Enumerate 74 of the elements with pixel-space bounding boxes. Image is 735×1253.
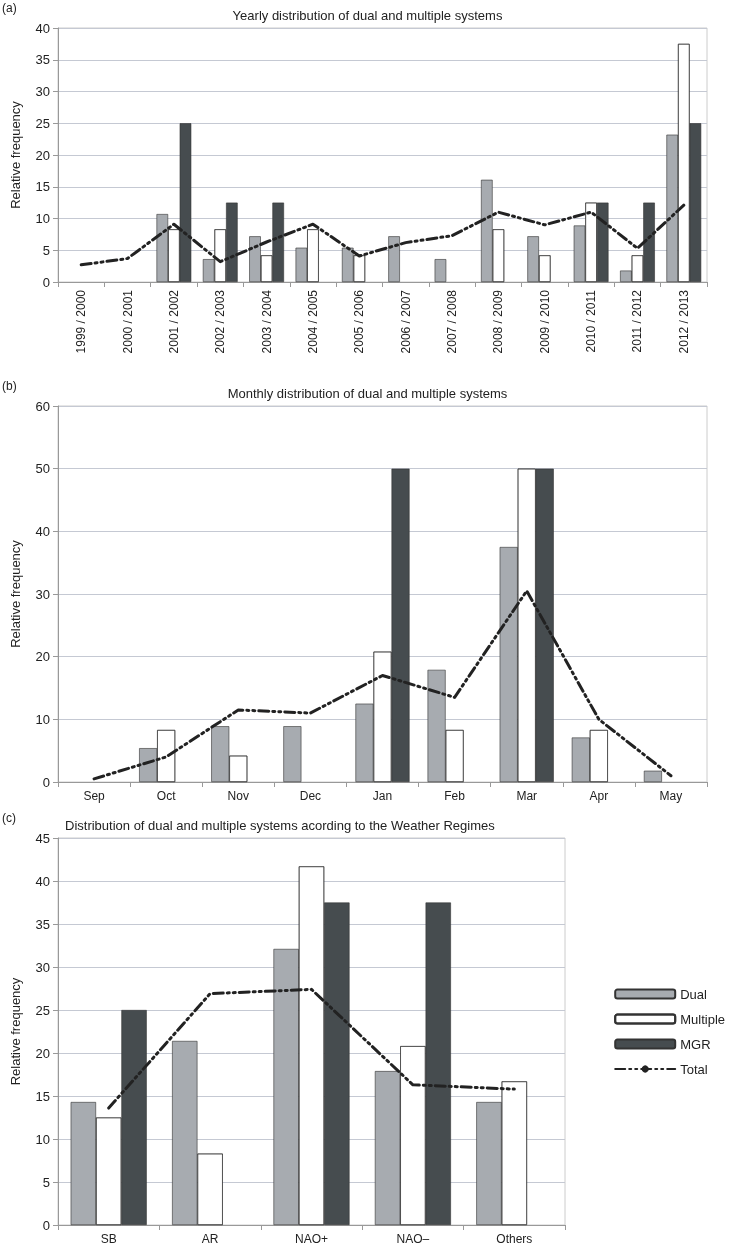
- chart-title: Yearly distribution of dual and multiple systems: [232, 8, 503, 23]
- line-series: [107, 987, 516, 1110]
- chart-title: Monthly distribution of dual and multiple systems: [227, 386, 508, 401]
- x-tick-label: Sep: [83, 789, 106, 803]
- y-axis-title: Relative frequency: [8, 977, 23, 1086]
- x-tick-label: AR: [201, 1232, 219, 1246]
- y-tick-label: 20: [35, 1045, 50, 1061]
- bar: [434, 259, 447, 282]
- text: (a): [2, 1, 17, 15]
- bar: [388, 236, 400, 282]
- y-tick-label: 20: [35, 147, 50, 163]
- x-tick-label: 2008 / 2009: [491, 289, 506, 354]
- y-tick-label: 60: [35, 398, 50, 414]
- x-tick-label: 2005 / 2006: [352, 289, 367, 354]
- y-tick-label: 0: [42, 274, 50, 290]
- x-tick-label: 2004 / 2005: [305, 289, 320, 354]
- y-tick-label: 30: [35, 84, 50, 99]
- text: (b): [2, 379, 17, 393]
- y-tick-label: 45: [35, 830, 50, 846]
- y-tick-label: 10: [35, 211, 50, 226]
- y-tick-label: 40: [35, 20, 50, 36]
- x-tick-label: 1999 / 2000: [74, 289, 89, 354]
- x-tick-label: 2009 / 2010: [537, 289, 552, 354]
- y-tick-label: 50: [35, 461, 50, 477]
- y-axis-title: Relative frequency: [8, 100, 23, 209]
- y-tick-label: 0: [42, 1217, 50, 1233]
- y-tick-label: 40: [35, 523, 50, 539]
- legend-label: MGR: [680, 1036, 711, 1052]
- y-tick-label: 0: [42, 774, 50, 790]
- y-tick-label: 15: [35, 1088, 50, 1104]
- x-tick-label: 2003 / 2004: [259, 289, 274, 354]
- x-tick-label: NAO–: [396, 1232, 430, 1246]
- y-tick-label: 35: [35, 916, 50, 932]
- x-tick-label: 2000 / 2001: [120, 289, 135, 354]
- y-tick-label: 15: [35, 179, 50, 195]
- y-tick-label: 10: [35, 711, 50, 727]
- x-tick-label: Mar: [516, 789, 538, 803]
- y-tick-label: 20: [35, 649, 50, 665]
- y-axis-title: Relative frequency: [8, 539, 23, 648]
- x-tick-label: May: [659, 789, 683, 803]
- y-tick-label: 35: [35, 52, 50, 68]
- y-tick-label: 5: [42, 1174, 50, 1190]
- x-tick-label: 2001 / 2002: [166, 289, 181, 354]
- bar: [283, 726, 302, 782]
- y-tick-label: 25: [35, 1002, 50, 1018]
- y-tick-label: 40: [35, 873, 50, 889]
- x-tick-label: Dec: [299, 789, 322, 803]
- y-tick-label: 30: [35, 586, 50, 602]
- text: (c): [2, 811, 16, 825]
- legend-label: Multiple: [680, 1011, 725, 1027]
- x-tick-label: 2012 / 2013: [676, 289, 691, 354]
- chart-title: Distribution of dual and multiple systems acording to the Weather Regimes: [65, 818, 496, 833]
- x-tick-label: Apr: [589, 789, 609, 803]
- x-tick-label: Oct: [156, 789, 177, 803]
- x-tick-label: Others: [496, 1232, 533, 1246]
- x-tick-label: 2011 / 2012: [630, 289, 645, 353]
- y-tick-label: 25: [35, 115, 50, 131]
- line-series: [92, 589, 673, 781]
- x-tick-label: 2010 / 2011: [584, 289, 599, 353]
- x-tick-label: Nov: [227, 789, 249, 803]
- x-tick-label: 2002 / 2003: [213, 289, 228, 354]
- x-tick-label: SB: [100, 1232, 117, 1246]
- y-tick-label: 5: [42, 242, 50, 258]
- line-series: [79, 203, 686, 267]
- x-tick-label: 2007 / 2008: [445, 289, 460, 354]
- x-tick-label: Feb: [444, 789, 466, 803]
- x-tick-label: 2006 / 2007: [398, 289, 413, 354]
- x-tick-label: NAO+: [294, 1232, 329, 1246]
- x-tick-label: Jan: [372, 789, 393, 803]
- bar: [643, 770, 662, 782]
- y-tick-label: 30: [35, 959, 50, 975]
- y-tick-label: 10: [35, 1131, 50, 1147]
- legend-label: Total: [680, 1061, 708, 1077]
- legend-label: Dual: [680, 986, 708, 1002]
